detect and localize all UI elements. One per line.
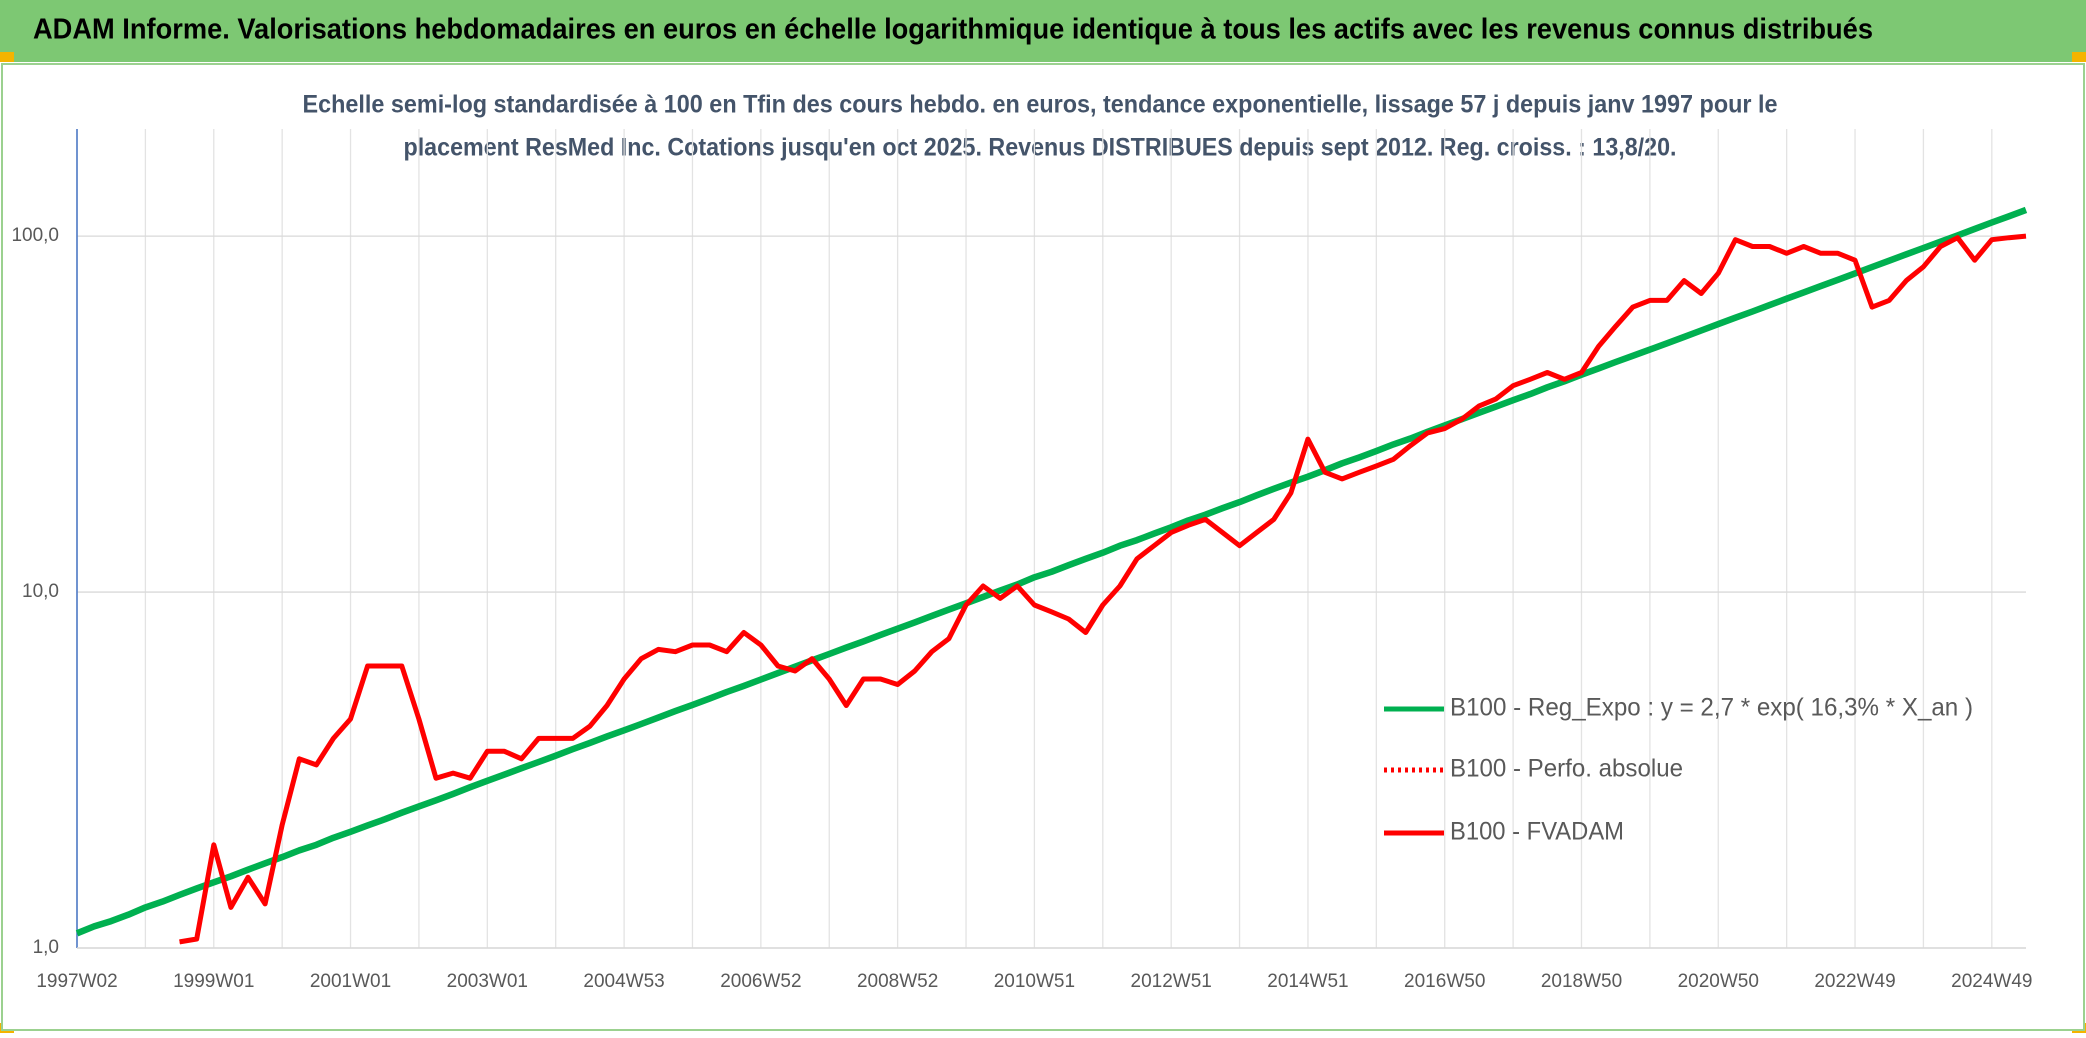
- chart-subtitle: placement ResMed Inc. Cotations jusqu'en…: [404, 134, 1677, 162]
- x-tick-label: 2001W01: [310, 971, 391, 992]
- x-tick-label: 2022W49: [1814, 971, 1895, 992]
- x-tick-label: 2008W52: [857, 971, 938, 992]
- y-tick-label: 10,0: [22, 581, 59, 602]
- series-line: [75, 206, 2028, 937]
- x-tick-label: 2006W52: [720, 971, 801, 992]
- legend-label: B100 - FVADAM: [1450, 818, 1624, 846]
- x-tick-label: 2003W01: [447, 971, 528, 992]
- legend-label: B100 - Perfo. absolue: [1450, 755, 1683, 783]
- chart-title: ADAM Informe. Valorisations hebdomadaire…: [33, 14, 1873, 46]
- x-tick-label: 2014W51: [1267, 971, 1348, 992]
- corner-mark: [0, 52, 14, 62]
- header-bar: [0, 0, 2086, 62]
- series-line: [179, 233, 2027, 945]
- y-tick-label: 1,0: [33, 937, 59, 958]
- x-tick-label: 2004W53: [583, 971, 664, 992]
- x-tick-label: 2018W50: [1541, 971, 1622, 992]
- x-tick-label: 2016W50: [1404, 971, 1485, 992]
- legend-label: B100 - Reg_Expo : y = 2,7 * exp( 16,3% *…: [1450, 694, 1973, 722]
- x-tick-label: 2020W50: [1678, 971, 1759, 992]
- x-tick-label: 1999W01: [173, 971, 254, 992]
- corner-mark: [2072, 52, 2086, 62]
- chart-subtitle: Echelle semi-log standardisée à 100 en T…: [303, 91, 1778, 119]
- chart-frame: [1, 63, 2085, 1031]
- x-tick-label: 2024W49: [1951, 971, 2032, 992]
- x-tick-label: 2010W51: [994, 971, 1075, 992]
- x-tick-label: 2012W51: [1131, 971, 1212, 992]
- x-tick-label: 1997W02: [36, 971, 117, 992]
- y-tick-label: 100,0: [11, 225, 59, 246]
